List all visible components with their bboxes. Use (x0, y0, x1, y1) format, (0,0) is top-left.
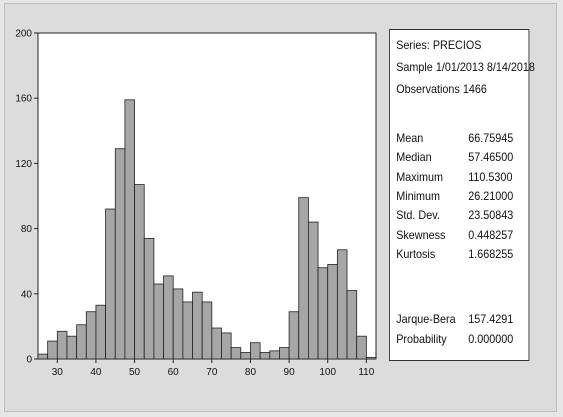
descriptive-statistics-panel: Series: PRECIOS Sample 1/01/2013 8/14/20… (389, 29, 535, 361)
stat-row: Kurtosis 1.668255 (396, 247, 547, 263)
x-tick-label: 90 (284, 367, 296, 378)
y-tick-label: 80 (21, 224, 33, 235)
histogram-bar (336, 249, 348, 360)
histogram-bar (307, 221, 319, 360)
histogram-bar (221, 332, 232, 360)
stat-value: 26.21000 (468, 188, 514, 203)
x-tick-label: 80 (245, 367, 257, 378)
histogram-bar (124, 99, 135, 360)
histogram-bar (259, 352, 271, 360)
stat-value: 0.448257 (468, 227, 514, 242)
histogram-bar (327, 264, 338, 360)
stat-label: Maximum (396, 169, 444, 184)
histogram-bar (211, 327, 222, 360)
stat-value: 66.75945 (468, 131, 514, 145)
stat-row: Skewness 0.448257 (396, 228, 547, 244)
histogram-bar (192, 291, 203, 360)
histogram-bar (114, 148, 126, 360)
histogram-bar (37, 353, 49, 360)
histogram-bar (269, 350, 280, 360)
test-label: Jarque-Bera (396, 312, 456, 326)
stat-row: Minimum 26.21000 (396, 189, 547, 205)
histogram-bar (182, 301, 193, 360)
stat-value: 1.668255 (468, 246, 514, 261)
histogram-bar (143, 237, 155, 360)
sample-range: Sample 1/01/2013 8/14/2018 (396, 60, 535, 74)
histogram-bar (85, 311, 97, 360)
stat-label: Kurtosis (396, 246, 436, 261)
histogram-bar (346, 290, 358, 360)
x-tick-label: 70 (206, 367, 218, 378)
histogram-bar (153, 283, 164, 360)
test-value: 0.000000 (468, 331, 514, 346)
stat-row: Mean 66.75945 (396, 131, 547, 147)
x-tick-label: 30 (52, 367, 64, 378)
x-tick-label: 40 (90, 367, 102, 378)
stat-row: Maximum 110.5300 (396, 170, 547, 186)
test-row: Jarque-Bera 157.4291 (396, 312, 547, 328)
histogram-bar (66, 335, 78, 360)
stat-row: Median 57.46500 (396, 150, 547, 166)
y-tick-label: 0 (26, 355, 32, 366)
x-tick-label: 110 (358, 367, 374, 378)
y-tick-label: 120 (15, 159, 32, 170)
test-value: 157.4291 (468, 312, 514, 326)
histogram-bar (288, 311, 300, 360)
histogram-bar (240, 352, 251, 360)
stat-label: Std. Dev. (396, 208, 440, 223)
stat-label: Mean (396, 131, 424, 145)
stat-label: Median (396, 150, 432, 165)
x-tick-label: 60 (168, 367, 180, 378)
histogram-bar (317, 267, 329, 360)
test-label: Probability (396, 331, 447, 346)
histogram-bar (279, 347, 290, 360)
stat-value: 57.46500 (468, 150, 514, 165)
histogram-bar (56, 330, 68, 360)
series-name: Series: PRECIOS (396, 38, 482, 52)
histogram-bar (250, 342, 261, 360)
stat-value: 110.5300 (468, 169, 513, 184)
y-tick-label: 40 (21, 289, 33, 300)
histogram-bar (163, 275, 174, 360)
x-tick-label: 100 (319, 367, 336, 378)
histogram-bar (298, 197, 309, 360)
histogram-bar (356, 335, 367, 360)
histogram-bar (134, 184, 145, 360)
x-tick-label: 50 (129, 367, 141, 378)
observations-count: Observations 1466 (396, 82, 487, 96)
stat-label: Skewness (396, 227, 446, 242)
histogram-bars (37, 99, 377, 360)
test-row: Probability 0.000000 (396, 332, 547, 348)
stat-row: Std. Dev. 23.50843 (396, 208, 547, 224)
stat-label: Minimum (396, 188, 441, 203)
histogram-bar (76, 324, 87, 360)
y-tick-label: 200 (15, 29, 32, 40)
axes: 0 40 80 120 160 200 30 40 50 60 70 80 90 100 110 (15, 29, 374, 379)
stat-value: 23.50843 (468, 208, 514, 223)
histogram-bar (230, 347, 242, 360)
histogram-bar (105, 208, 116, 360)
histogram-bar (95, 304, 107, 360)
histogram-bar (172, 288, 184, 360)
histogram-bar (201, 301, 213, 360)
histogram-bar (365, 356, 377, 360)
histogram-bar (47, 340, 58, 360)
y-tick-label: 160 (15, 94, 32, 105)
